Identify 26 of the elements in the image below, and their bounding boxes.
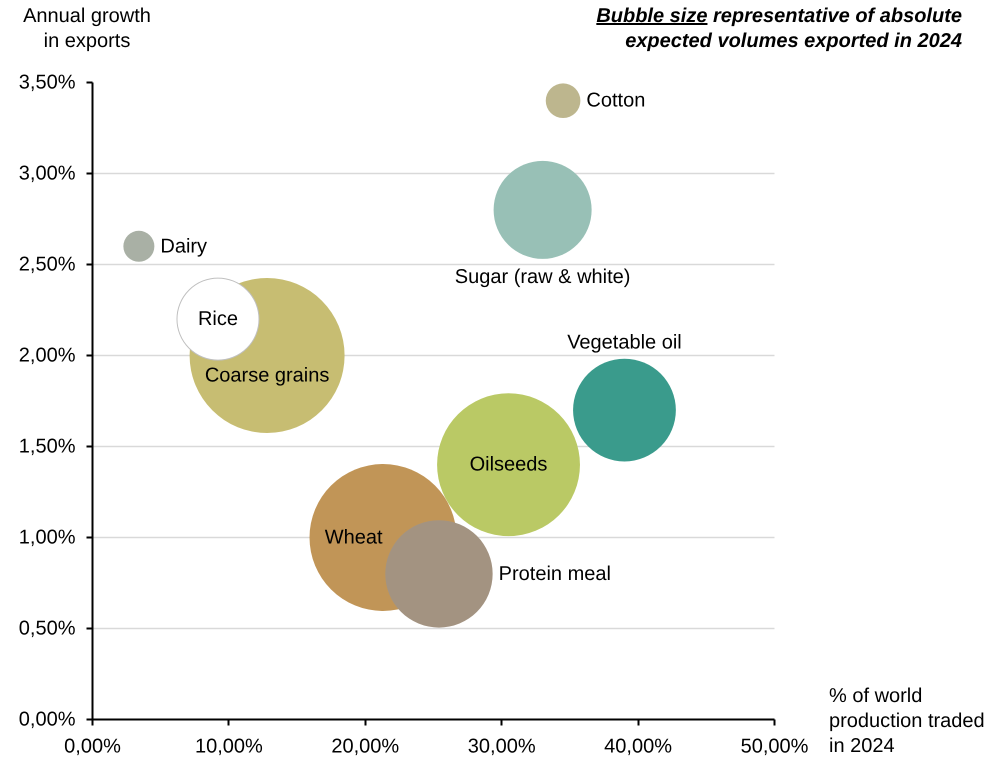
series-label: Rice (198, 308, 238, 330)
y-tick-label: 1,00% (18, 526, 76, 548)
series-label: Dairy (160, 235, 208, 258)
x-tick-label: 40,00% (604, 736, 672, 758)
chart-title: Bubble size representative of absolute expected volumes exported in 2024 (595, 4, 962, 54)
x-tick-label: 0,00% (64, 736, 122, 758)
x-tick-label: 50,00% (740, 736, 809, 758)
y-tick-label: 1,50% (18, 436, 76, 458)
y-tick-label: 3,50% (18, 72, 76, 94)
x-tick-label: 20,00% (331, 736, 400, 758)
series-label: Protein meal (498, 562, 611, 585)
y-tick-label: 0,50% (18, 618, 76, 640)
y-tick-label: 2,00% (18, 344, 76, 366)
series-label: Vegetable oil (567, 332, 682, 354)
y-tick-label: 2,50% (18, 254, 76, 276)
x-tick-label: 10,00% (194, 736, 264, 758)
series-label: Wheat (324, 526, 383, 548)
x-axis-title: % of world production traded in 2024 (829, 684, 986, 759)
y-tick-label: 3,00% (18, 162, 76, 184)
y-tick-label: 0,00% (18, 708, 76, 730)
series-label: Sugar (raw & white) (454, 266, 630, 288)
series-label: Coarse grains (204, 364, 330, 386)
series-label: Oilseeds (470, 454, 548, 476)
series-label: Cotton (586, 90, 646, 112)
y-axis-title: Annual growth in exports (22, 4, 152, 54)
x-tick-label: 30,00% (468, 736, 536, 758)
